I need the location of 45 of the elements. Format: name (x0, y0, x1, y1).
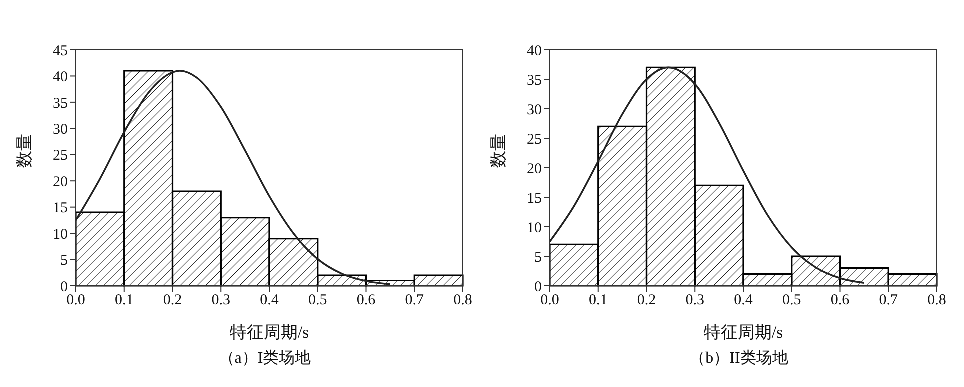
x-tick-label: 0.5 (782, 292, 802, 309)
x-axis-title: 特征周期/s (230, 323, 310, 342)
x-tick-label: 0.2 (163, 292, 182, 309)
y-axis-title: 数量 (489, 134, 508, 168)
y-tick-label: 20 (527, 161, 542, 178)
y-tick-label: 25 (53, 148, 68, 164)
y-tick-label: 15 (527, 190, 542, 207)
y-tick-label: 35 (53, 96, 68, 112)
x-tick-label: 0.7 (879, 292, 898, 309)
x-axis-title: 特征周期/s (704, 323, 784, 342)
y-tick-label: 10 (53, 226, 68, 243)
line-series (550, 66, 866, 284)
y-tick-label: 5 (534, 250, 542, 266)
x-tick-label: 0.4 (260, 292, 280, 309)
text: （a）I类场地 (218, 348, 312, 369)
x-tick-label: 0.8 (928, 292, 946, 309)
x-tick-label: 0.5 (308, 292, 328, 309)
y-tick-label: 45 (53, 43, 68, 60)
y-tick-label: 20 (53, 174, 68, 190)
x-tick-label: 0.3 (212, 292, 230, 309)
y-tick-label: 10 (527, 220, 542, 236)
x-tick-label: 0.1 (589, 292, 608, 309)
y-tick-label: 30 (527, 102, 542, 118)
x-tick-label: 0.6 (830, 292, 850, 309)
x-tick-label: 0.6 (356, 292, 376, 309)
y-tick-label: 0 (534, 279, 542, 296)
y-tick-label: 15 (53, 200, 68, 217)
x-tick-label: 0.0 (540, 292, 560, 309)
x-tick-label: 0.0 (66, 292, 86, 309)
x-tick-label: 0.8 (454, 292, 472, 309)
x-tick-label: 0.4 (734, 292, 754, 309)
y-tick-label: 5 (60, 253, 68, 270)
y-tick-label: 25 (527, 132, 542, 148)
x-tick-label: 0.1 (115, 292, 134, 309)
x-tick-label: 0.3 (686, 292, 704, 309)
y-tick-label: 40 (53, 70, 68, 86)
x-tick-label: 0.7 (405, 292, 424, 309)
y-axis-title: 数量 (15, 134, 34, 168)
y-tick-label: 35 (527, 72, 542, 89)
line-series (76, 70, 392, 286)
text: （b）II类场地 (688, 348, 790, 369)
y-tick-label: 40 (527, 43, 542, 60)
y-tick-label: 30 (53, 122, 68, 138)
y-tick-label: 0 (60, 279, 68, 296)
x-tick-label: 0.2 (637, 292, 656, 309)
